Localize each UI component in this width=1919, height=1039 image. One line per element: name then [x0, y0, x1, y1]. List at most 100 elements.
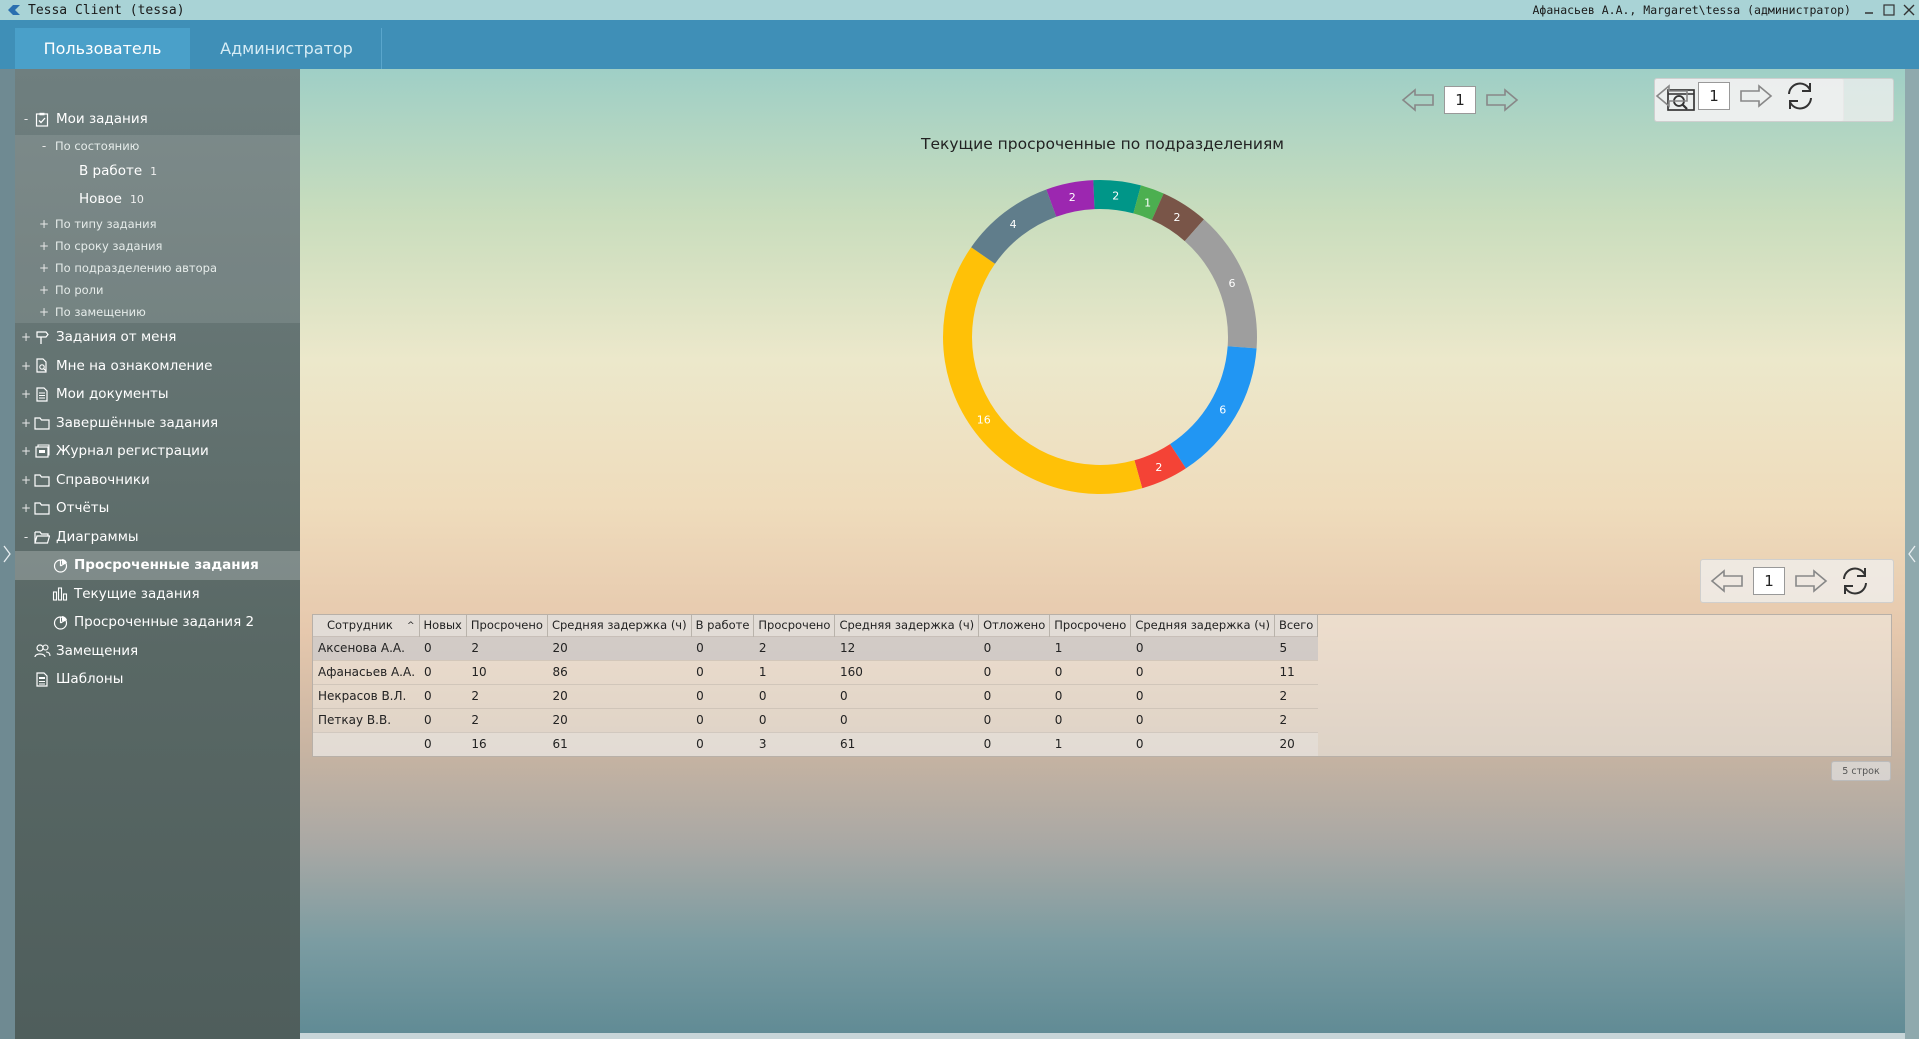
column-header[interactable]: Отложено: [978, 615, 1051, 636]
expand-toggle[interactable]: +: [38, 261, 50, 275]
collapse-toggle[interactable]: -: [41, 139, 47, 153]
grid-total-row[interactable]: 0 16 61 0 3 61 0 1 0 20: [313, 731, 1318, 756]
column-header[interactable]: В работе: [691, 615, 755, 636]
find-icon[interactable]: [1663, 82, 1699, 118]
column-header[interactable]: Средняя задержка (ч): [1130, 615, 1275, 636]
refresh-icon[interactable]: [1837, 563, 1873, 599]
table-cell: 16: [466, 731, 548, 756]
arrow-right-icon[interactable]: [1484, 82, 1520, 118]
tree-item-overdue-2[interactable]: Просроченные задания 2: [15, 608, 300, 637]
expand-toggle[interactable]: +: [20, 330, 32, 345]
donut-slice[interactable]: [1093, 180, 1141, 214]
current-user[interactable]: Афанасьев А.А., Margaret\tessa (админист…: [1532, 3, 1852, 17]
tree-item-my-docs[interactable]: + Мои документы: [15, 380, 300, 409]
left-collapse-strip[interactable]: [0, 69, 15, 1039]
column-header[interactable]: Новых: [419, 615, 467, 636]
page-number[interactable]: 1: [1753, 567, 1785, 595]
arrow-right-icon[interactable]: [1738, 78, 1774, 114]
slice-data-label: 2: [1112, 189, 1119, 202]
column-header-employee[interactable]: Сотрудник ^: [313, 615, 420, 636]
tree-item-label: По типу задания: [55, 217, 157, 231]
arrow-left-icon[interactable]: [1709, 563, 1745, 599]
column-header[interactable]: Просрочено: [753, 615, 836, 636]
tree-item-in-work[interactable]: В работе 1: [15, 157, 300, 185]
donut-slice[interactable]: [943, 247, 1143, 494]
expand-toggle[interactable]: +: [38, 283, 50, 297]
column-header[interactable]: Просрочено: [466, 615, 548, 636]
table-cell: 61: [834, 731, 979, 756]
table-cell: 20: [547, 635, 692, 660]
expand-toggle[interactable]: +: [20, 501, 32, 516]
slice-data-label: 16: [977, 413, 991, 426]
table-row[interactable]: Некрасов В.Л. 0 2 20 0 0 0 0 0 0 2: [313, 683, 1318, 708]
tree-item-by-type[interactable]: + По типу задания: [15, 213, 300, 235]
expand-toggle[interactable]: +: [38, 239, 50, 253]
tree-item-my-tasks[interactable]: - Мои задания: [15, 103, 300, 135]
table-cell: Аксенова А.А.: [313, 635, 420, 660]
donut-slice[interactable]: [1134, 444, 1186, 489]
tab-user[interactable]: Пользователь: [15, 28, 190, 69]
donut-slice[interactable]: [1184, 219, 1257, 349]
column-header[interactable]: Средняя задержка (ч): [547, 615, 692, 636]
tree-item-by-role[interactable]: + По роли: [15, 279, 300, 301]
expand-toggle[interactable]: +: [38, 217, 50, 231]
tree-item-registry[interactable]: + Журнал регистрации: [15, 437, 300, 466]
tree-item-charts[interactable]: - Диаграммы: [15, 523, 300, 552]
tree-item-label: Шаблоны: [56, 671, 124, 688]
tree-item-for-review[interactable]: + Мне на ознакомление: [15, 352, 300, 381]
close-icon[interactable]: [1899, 0, 1919, 20]
maximize-icon[interactable]: [1879, 0, 1899, 20]
donut-slice[interactable]: [1151, 193, 1204, 242]
expand-toggle[interactable]: +: [20, 358, 32, 373]
arrow-left-icon[interactable]: [1654, 78, 1690, 114]
donut-slice[interactable]: [1170, 346, 1257, 469]
table-cell: 0: [419, 683, 467, 708]
page-number[interactable]: 1: [1444, 86, 1476, 114]
arrow-left-icon[interactable]: [1400, 82, 1436, 118]
table-row[interactable]: Аксенова А.А. 0 2 20 0 2 12 0 1 0 5: [313, 635, 1318, 660]
donut-slice[interactable]: [1046, 180, 1095, 217]
column-header[interactable]: Средняя задержка (ч): [834, 615, 980, 636]
column-header[interactable]: Всего: [1274, 615, 1319, 636]
chevron-left-icon[interactable]: [1907, 544, 1917, 568]
page-number[interactable]: 1: [1698, 82, 1730, 110]
right-collapse-strip[interactable]: [1905, 69, 1919, 1039]
expand-toggle[interactable]: +: [20, 444, 32, 459]
table-cell: 0: [1049, 707, 1131, 732]
table-cell: 5: [1274, 635, 1318, 660]
tree-item-reports[interactable]: + Отчёты: [15, 494, 300, 523]
tree-item-completed[interactable]: + Завершённые задания: [15, 409, 300, 438]
minimize-icon[interactable]: [1859, 0, 1879, 20]
donut-slice[interactable]: [971, 189, 1057, 264]
expand-toggle[interactable]: +: [20, 415, 32, 430]
expand-toggle[interactable]: +: [20, 472, 32, 487]
column-header[interactable]: Просрочено: [1049, 615, 1132, 636]
tree-item-references[interactable]: + Справочники: [15, 466, 300, 495]
folder-icon: [33, 472, 51, 488]
tree-item-by-term[interactable]: + По сроку задания: [15, 235, 300, 257]
expand-toggle[interactable]: +: [20, 387, 32, 402]
collapse-toggle[interactable]: -: [23, 529, 29, 544]
tree-item-by-state[interactable]: - По состоянию: [15, 135, 300, 157]
tree-item-overdue[interactable]: Просроченные задания: [15, 551, 300, 580]
slice-data-label: 1: [1144, 197, 1151, 210]
expand-toggle[interactable]: +: [38, 305, 50, 319]
table-row[interactable]: Петкау В.В. 0 2 20 0 0 0 0 0 0 2: [313, 707, 1318, 732]
tab-admin[interactable]: Администратор: [192, 28, 382, 69]
collapse-toggle[interactable]: -: [23, 112, 29, 126]
table-cell: 0: [419, 707, 467, 732]
tree-item-deputies[interactable]: Замещения: [15, 637, 300, 666]
tree-item-from-me[interactable]: + Задания от меня: [15, 323, 300, 352]
tree-item-by-dept[interactable]: + По подразделению автора: [15, 257, 300, 279]
tree-item-templates[interactable]: Шаблоны: [15, 665, 300, 694]
tree-item-by-deputy[interactable]: + По замещению: [15, 301, 300, 323]
table-row[interactable]: Афанасьев А.А. 0 10 86 0 1 160 0 0 0 11: [313, 659, 1318, 684]
tree-item-new[interactable]: Новое 10: [15, 185, 300, 213]
refresh-icon[interactable]: [1782, 78, 1818, 114]
tree-item-label: Завершённые задания: [56, 414, 219, 431]
donut-slice[interactable]: [1133, 185, 1164, 220]
arrow-right-icon[interactable]: [1793, 563, 1829, 599]
chevron-right-icon[interactable]: [2, 544, 12, 568]
sort-asc-icon: ^: [406, 621, 415, 632]
tree-item-current[interactable]: Текущие задания: [15, 580, 300, 609]
